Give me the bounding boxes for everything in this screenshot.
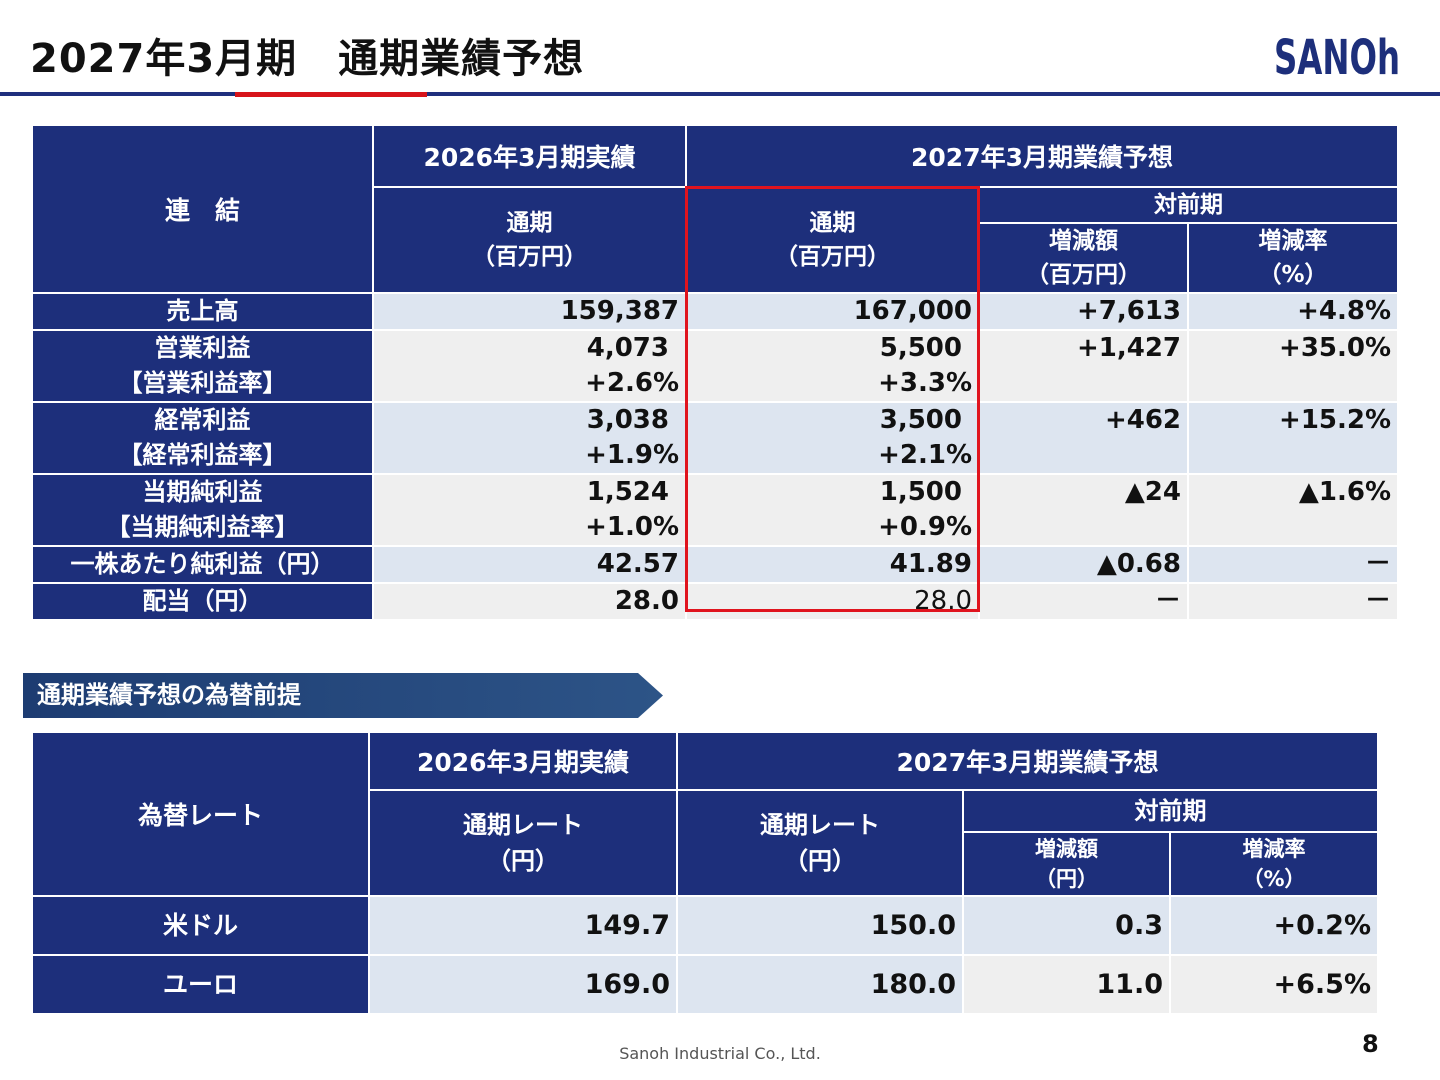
cell-forecast: 150.0 [676,895,964,956]
cell-rate: － [1186,545,1400,584]
cell-forecast: 41.89 [685,545,980,584]
cell-actual: 42.57 [372,545,687,584]
cell-forecast: 180.0 [676,954,964,1015]
cell-forecast: 5,500 +3.3% [685,329,980,403]
page-number: 8 [1362,1030,1379,1058]
cell-rate: +4.8% [1186,292,1400,331]
cell-actual: 28.0 [372,582,687,621]
cell-actual: 1,524 +1.0% [372,473,687,547]
table-row: 売上高 159,387 167,000 +7,613 +4.8% [31,292,1400,331]
sanoh-logo: SANOh [1274,30,1400,80]
table-corner-header: 為替レート [31,731,370,897]
col-header-actual: 通期レート （円） [368,789,678,897]
header-rule [0,92,1440,96]
forecast-table: 連 結 2026年3月期実績 2027年3月期業績予想 通期 （百万円） 通期 … [31,124,1400,621]
table-row: 配当（円） 28.0 28.0 － － [31,582,1400,621]
cell-forecast: 167,000 [685,292,980,331]
section-banner: 通期業績予想の為替前提 [23,673,663,718]
group-header-actual: 2026年3月期実績 [368,731,678,791]
cell-change: 0.3 [962,895,1171,956]
cell-rate: +6.5% [1168,954,1380,1015]
cell-forecast: 3,500 +2.1% [685,401,980,475]
cell-actual: 169.0 [368,954,678,1015]
fx-table: 為替レート 2026年3月期実績 2027年3月期業績予想 通期レート （円） … [31,731,1380,1015]
cell-actual: 149.7 [368,895,678,956]
cell-change: +7,613 [978,292,1189,331]
row-label: 配当（円） [31,582,374,621]
row-label: 売上高 [31,292,374,331]
cell-change: － [978,582,1189,621]
footer-copyright: Sanoh Industrial Co., Ltd. [619,1044,821,1063]
page-title: 2027年3月期 通期業績予想 [30,36,585,82]
row-label: 経常利益 【経常利益率】 [31,401,374,475]
cell-change: 11.0 [962,954,1171,1015]
cell-rate: ▲1.6% [1186,473,1400,547]
group-header-forecast: 2027年3月期業績予想 [684,124,1400,188]
header-accent-rule [235,92,427,97]
cell-change: +462 [978,401,1189,475]
table-corner-header: 連 結 [31,124,374,294]
cell-forecast: 28.0 [685,582,980,621]
col-header-change: 増減額 （百万円） [978,222,1189,294]
svg-text:SANOh: SANOh [1274,30,1400,80]
row-label: 営業利益 【営業利益率】 [31,329,374,403]
row-label: 一株あたり純利益（円） [31,545,374,584]
cell-actual: 3,038 +1.9% [372,401,687,475]
row-label: ユーロ [31,954,370,1015]
cell-forecast: 1,500 +0.9% [685,473,980,547]
col-header-actual: 通期 （百万円） [372,186,687,294]
cell-actual: 4,073 +2.6% [372,329,687,403]
cell-change: ▲24 [978,473,1189,547]
cell-change: ▲0.68 [978,545,1189,584]
table-row: ユーロ 169.0 180.0 11.0 +6.5% [31,954,1380,1015]
group-header-forecast: 2027年3月期業績予想 [675,731,1380,791]
row-label: 当期純利益 【当期純利益率】 [31,473,374,547]
col-header-forecast: 通期レート （円） [676,789,964,897]
cell-rate: +15.2% [1186,401,1400,475]
table-row: 一株あたり純利益（円） 42.57 41.89 ▲0.68 － [31,545,1400,584]
cell-change: +1,427 [978,329,1189,403]
col-header-forecast: 通期 （百万円） [685,186,980,294]
cell-rate: +35.0% [1186,329,1400,403]
subgroup-header-yoy: 対前期 [977,186,1400,224]
table-row: 経常利益 【経常利益率】 3,038 +1.9% 3,500 +2.1% +462 +… [31,401,1400,475]
table-row: 当期純利益 【当期純利益率】 1,524 +1.0% 1,500 +0.9% ▲24 … [31,473,1400,547]
col-header-rate: 増減率 （%） [1168,831,1380,897]
cell-rate: +0.2% [1168,895,1380,956]
subgroup-header-yoy: 対前期 [961,789,1380,833]
group-header-actual: 2026年3月期実績 [372,124,687,188]
table-row: 米ドル 149.7 150.0 0.3 +0.2% [31,895,1380,956]
col-header-rate: 増減率 （%） [1186,222,1400,294]
row-label: 米ドル [31,895,370,956]
cell-rate: － [1186,582,1400,621]
table-row: 営業利益 【営業利益率】 4,073 +2.6% 5,500 +3.3% +1,427… [31,329,1400,403]
cell-actual: 159,387 [372,292,687,331]
col-header-change: 増減額 （円） [962,831,1171,897]
